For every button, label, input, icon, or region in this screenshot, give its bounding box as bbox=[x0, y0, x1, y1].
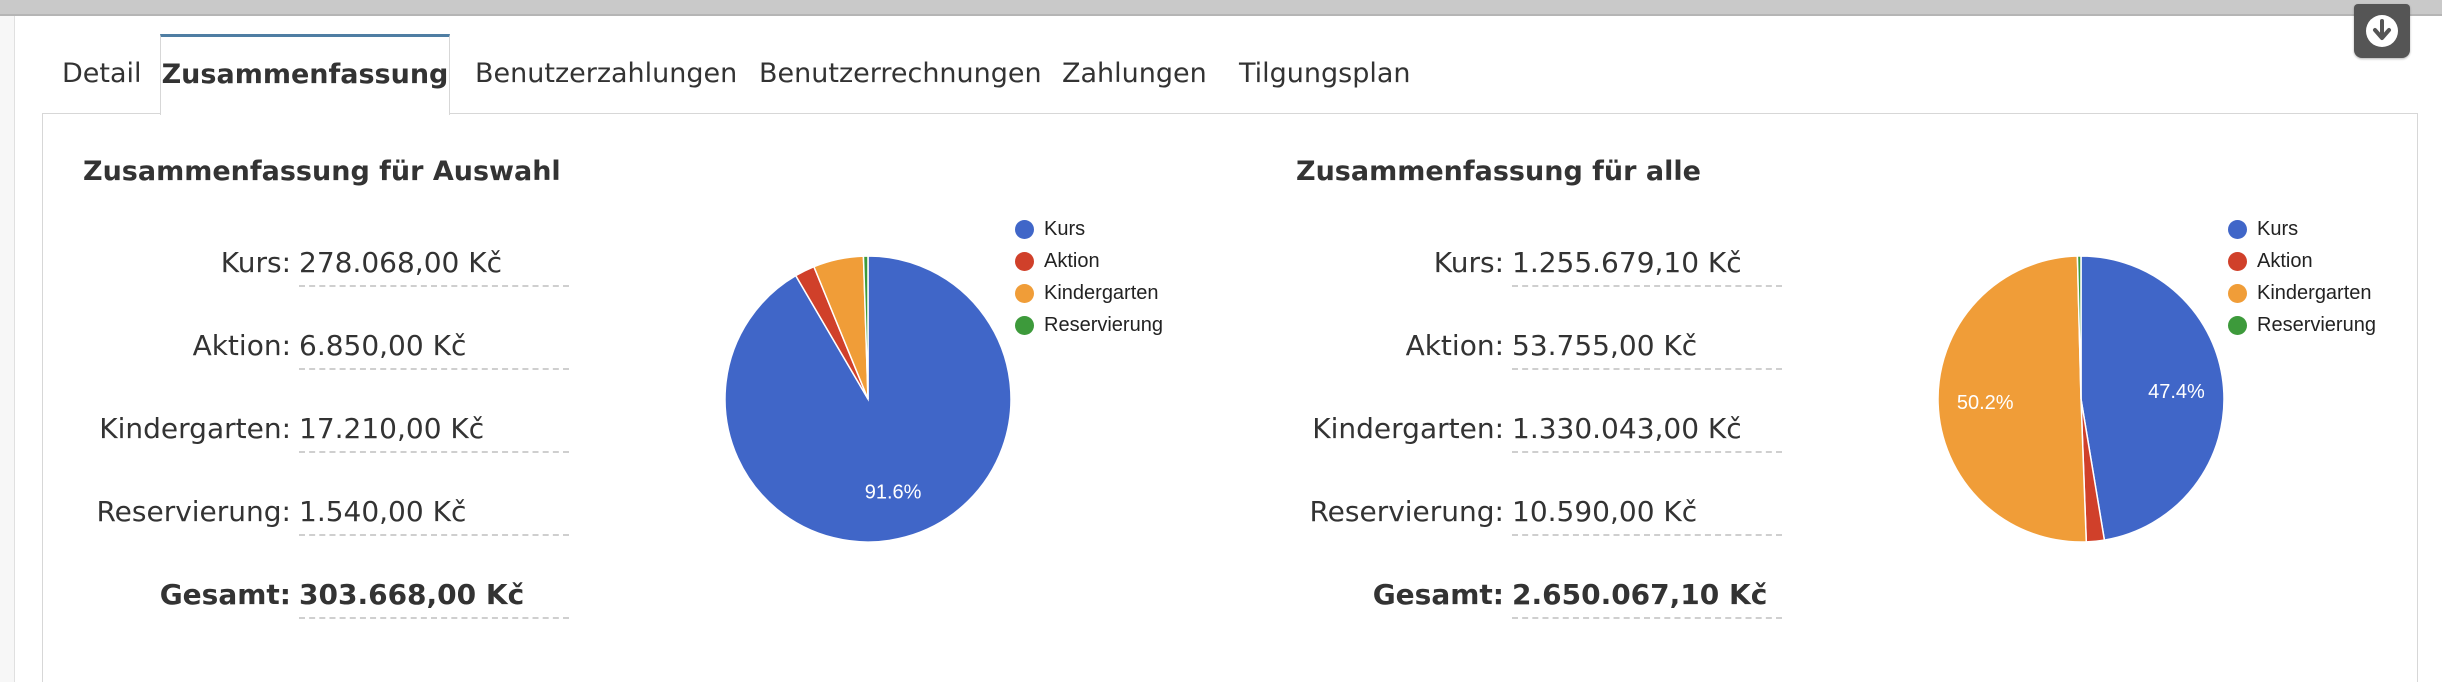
download-circle-icon bbox=[2366, 15, 2398, 47]
tab-tilgungsplan[interactable]: Tilgungsplan bbox=[1239, 58, 1411, 89]
all-gesamt-value: 2.650.067,10 Kč bbox=[1512, 578, 1782, 619]
selection-aktion-label: Aktion: bbox=[192, 329, 291, 362]
tab-detail[interactable]: Detail bbox=[62, 58, 142, 89]
pie-slice-kindergarten bbox=[1937, 255, 2088, 543]
pie-data-label: 91.6% bbox=[865, 481, 922, 503]
left-frame bbox=[0, 16, 15, 682]
legend-label: Aktion bbox=[1044, 250, 1100, 272]
legend-label: Kurs bbox=[2257, 218, 2299, 240]
legend-label: Kindergarten bbox=[1044, 282, 1159, 304]
selection-gesamt-label: Gesamt: bbox=[159, 578, 291, 611]
summary-panel: Zusammenfassung für Auswahl Kurs: 278.06… bbox=[42, 113, 2418, 682]
legend-kindergarten-1: Kindergarten bbox=[1015, 282, 1159, 305]
selection-reservierung-label: Reservierung: bbox=[96, 495, 291, 528]
legend-dot-reservierung bbox=[2228, 316, 2247, 335]
selection-aktion-value: 6.850,00 Kč bbox=[299, 329, 569, 370]
legend-dot-kurs bbox=[1015, 220, 1034, 239]
all-title: Zusammenfassung für alle bbox=[1296, 156, 1701, 187]
all-reservierung-value: 10.590,00 Kč bbox=[1512, 495, 1782, 536]
all-kindergarten-value: 1.330.043,00 Kč bbox=[1512, 412, 1782, 453]
tab-zusammenfassung[interactable]: Zusammenfassung bbox=[160, 34, 450, 115]
pie-data-label: 50.2% bbox=[1957, 392, 2014, 414]
selection-kurs-label: Kurs: bbox=[220, 246, 291, 279]
all-kurs-value: 1.255.679,10 Kč bbox=[1512, 246, 1782, 287]
tab-bar: Detail Zusammenfassung Benutzerzahlungen… bbox=[42, 34, 2442, 115]
legend-label: Aktion bbox=[2257, 250, 2313, 272]
all-reservierung-label: Reservierung: bbox=[1309, 495, 1504, 528]
selection-gesamt-value: 303.668,00 Kč bbox=[299, 578, 569, 619]
download-button[interactable] bbox=[2354, 4, 2410, 58]
pie-slice-kurs bbox=[2080, 255, 2225, 541]
legend-dot-aktion bbox=[2228, 252, 2247, 271]
selection-kindergarten-value: 17.210,00 Kč bbox=[299, 412, 569, 453]
legend-label: Reservierung bbox=[2257, 314, 2376, 336]
tab-zahlungen[interactable]: Zahlungen bbox=[1062, 58, 1207, 89]
legend-kurs-1: Kurs bbox=[1015, 218, 1085, 241]
legend-reservierung-1: Reservierung bbox=[1015, 314, 1163, 337]
all-pie-chart: 47.4% 50.2% bbox=[1937, 255, 2225, 543]
legend-kindergarten-2: Kindergarten bbox=[2228, 282, 2372, 305]
all-aktion-label: Aktion: bbox=[1405, 329, 1504, 362]
legend-reservierung-2: Reservierung bbox=[2228, 314, 2376, 337]
tab-benutzerrechnungen[interactable]: Benutzerrechnungen bbox=[759, 58, 1042, 89]
all-kindergarten-label: Kindergarten: bbox=[1312, 412, 1504, 445]
selection-pie-chart: 91.6% bbox=[724, 255, 1012, 543]
tab-benutzerzahlungen[interactable]: Benutzerzahlungen bbox=[475, 58, 738, 89]
legend-dot-aktion bbox=[1015, 252, 1034, 271]
selection-title: Zusammenfassung für Auswahl bbox=[83, 156, 561, 187]
legend-label: Reservierung bbox=[1044, 314, 1163, 336]
legend-aktion-1: Aktion bbox=[1015, 250, 1100, 273]
all-aktion-value: 53.755,00 Kč bbox=[1512, 329, 1782, 370]
all-kurs-label: Kurs: bbox=[1433, 246, 1504, 279]
legend-dot-kindergarten bbox=[2228, 284, 2247, 303]
pie-slice-reservierung bbox=[862, 255, 869, 400]
selection-kurs-value: 278.068,00 Kč bbox=[299, 246, 569, 287]
legend-label: Kurs bbox=[1044, 218, 1086, 240]
pie-data-label: 47.4% bbox=[2148, 381, 2205, 403]
legend-label: Kindergarten bbox=[2257, 282, 2372, 304]
legend-aktion-2: Aktion bbox=[2228, 250, 2313, 273]
selection-reservierung-value: 1.540,00 Kč bbox=[299, 495, 569, 536]
legend-dot-kindergarten bbox=[1015, 284, 1034, 303]
all-gesamt-label: Gesamt: bbox=[1372, 578, 1504, 611]
top-bar bbox=[0, 0, 2442, 16]
legend-dot-reservierung bbox=[1015, 316, 1034, 335]
selection-kindergarten-label: Kindergarten: bbox=[99, 412, 291, 445]
legend-kurs-2: Kurs bbox=[2228, 218, 2298, 241]
pie-slice-reservierung bbox=[2076, 255, 2082, 400]
legend-dot-kurs bbox=[2228, 220, 2247, 239]
